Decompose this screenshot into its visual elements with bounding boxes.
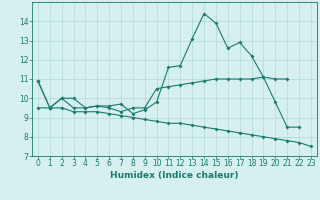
X-axis label: Humidex (Indice chaleur): Humidex (Indice chaleur) [110,171,239,180]
